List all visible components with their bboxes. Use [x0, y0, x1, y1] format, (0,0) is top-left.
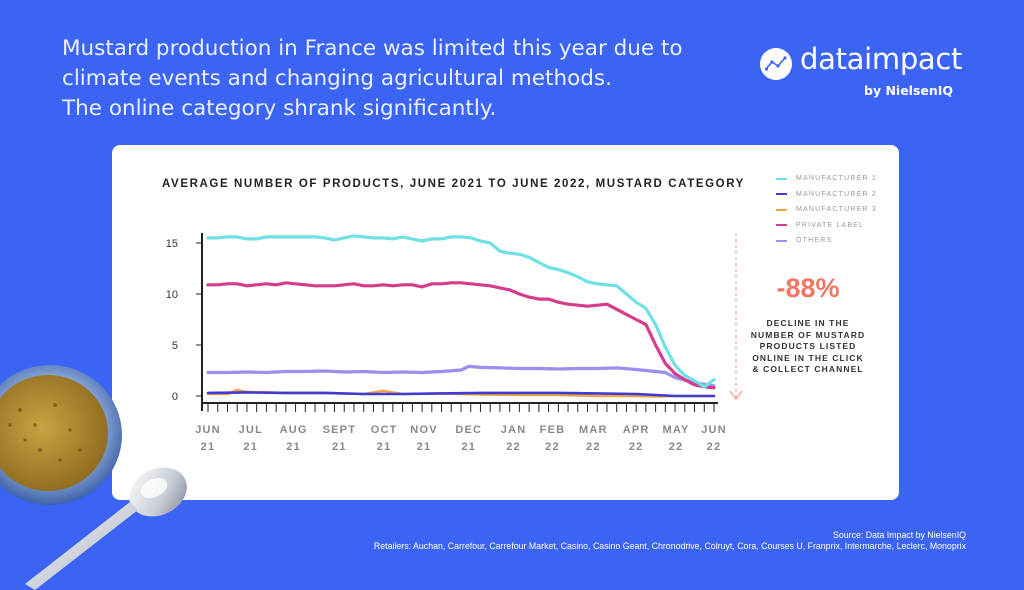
series-line-private-label	[206, 281, 716, 390]
legend-item: PRIVATE LABEL	[776, 218, 877, 234]
mustard-bowl-image	[0, 365, 187, 590]
x-tick-label-month: FEB	[540, 424, 566, 436]
x-tick-label-month: AUG	[280, 424, 308, 436]
y-tick-label: 0	[172, 391, 178, 403]
logo-subtitle: by NielsenIQ	[864, 83, 954, 98]
chart-card: AVERAGE NUMBER OF PRODUCTS, JUNE 2021 TO…	[112, 145, 899, 500]
x-tick-label-month: JUN	[195, 424, 221, 436]
stat-description-line: NUMBER OF MUSTARD	[750, 329, 866, 340]
legend-label: OTHERS	[796, 237, 833, 245]
x-tick-label-month: DEC	[455, 424, 482, 436]
x-tick-label-year: 22	[707, 441, 722, 453]
x-tick-label-month: MAY	[663, 424, 690, 436]
legend-swatch	[776, 239, 787, 242]
x-tick-label-year: 22	[669, 441, 684, 453]
x-tick-label-year: 22	[629, 441, 644, 453]
x-tick-label-month: MAR	[579, 424, 608, 436]
y-tick-label: 15	[166, 238, 178, 250]
y-tick-label: 5	[172, 340, 178, 352]
series-line-manufacturer-2	[206, 391, 716, 398]
x-tick-label-year: 22	[506, 441, 521, 453]
logo-wordmark: dataimpact	[800, 42, 963, 76]
decline-stat-description: DECLINE IN THE NUMBER OF MUSTARD PRODUCTS …	[745, 318, 871, 376]
x-tick-label-year: 21	[243, 441, 258, 453]
x-tick-label-month: JUN	[701, 424, 727, 436]
legend-label: MANUFACTURER 2	[796, 190, 877, 198]
x-tick-label-year: 21	[332, 441, 347, 453]
headline-line-2: climate events and changing agricultural…	[62, 66, 612, 91]
line-chart: 0 5 10 15 JUN 21 JUL 21 AUG 21 SEPT 21 OCT 21 NOV 21 DEC…	[166, 233, 743, 453]
legend-label: MANUFACTURER 1	[796, 175, 877, 183]
logo-mark-icon	[760, 48, 792, 80]
stat-description-line: DECLINE IN THE	[766, 318, 850, 328]
legend-label: MANUFACTURER 3	[796, 206, 877, 214]
x-tick-label-year: 21	[461, 441, 476, 453]
x-tick-label-month: OCT	[371, 424, 398, 436]
legend-swatch	[776, 208, 787, 211]
x-tick-label-year: 22	[586, 441, 601, 453]
headline: Mustard production in France was limited…	[62, 34, 742, 124]
series-line-manufacturer-1	[206, 234, 716, 389]
x-tick-label-year: 21	[417, 441, 432, 453]
x-tick-label-month: NOV	[410, 424, 437, 436]
chart-title: AVERAGE NUMBER OF PRODUCTS, JUNE 2021 TO…	[162, 178, 745, 190]
source-note: Source: Data Impact by NielsenIQ Retaile…	[374, 530, 966, 552]
stat-description-line: ONLINE IN THE CLICK	[752, 352, 864, 363]
headline-line-1: Mustard production in France was limited…	[62, 36, 683, 61]
source-line: Source: Data Impact by NielsenIQ	[833, 530, 966, 540]
x-tick-label-year: 21	[377, 441, 392, 453]
decline-arrow-head-icon	[729, 390, 743, 401]
legend-item: OTHERS	[776, 233, 877, 249]
dataimpact-logo: dataimpact by NielsenIQ	[760, 42, 970, 104]
legend-swatch	[776, 177, 787, 180]
x-tick-label-month: SEPT	[323, 424, 357, 436]
legend-label: PRIVATE LABEL	[796, 221, 865, 229]
series-line-others	[206, 364, 716, 388]
legend-item: MANUFACTURER 3	[776, 202, 877, 218]
stat-description-line: PRODUCTS LISTED	[759, 341, 857, 351]
chart-legend: MANUFACTURER 1 MANUFACTURER 2 MANUFACTURER…	[776, 171, 877, 249]
legend-item: MANUFACTURER 2	[776, 187, 877, 203]
headline-line-3: The online category shrank significantly…	[62, 96, 497, 121]
legend-item: MANUFACTURER 1	[776, 171, 877, 187]
x-tick-label-year: 21	[201, 441, 216, 453]
retailers-line: Retailers: Auchan, Carrefour, Carrefour …	[373, 541, 966, 551]
stat-description-line: & COLLECT CHANNEL	[752, 364, 864, 374]
x-tick-label-month: APR	[623, 424, 650, 436]
y-tick-label: 10	[166, 289, 178, 301]
legend-swatch	[776, 224, 787, 227]
x-tick-label-year: 21	[286, 441, 301, 453]
x-tick-label-year: 22	[545, 441, 560, 453]
decline-stat-value: -88%	[776, 273, 840, 303]
legend-swatch	[776, 193, 787, 196]
x-tick-label-month: JAN	[501, 424, 527, 436]
x-tick-label-month: JUL	[239, 424, 263, 436]
